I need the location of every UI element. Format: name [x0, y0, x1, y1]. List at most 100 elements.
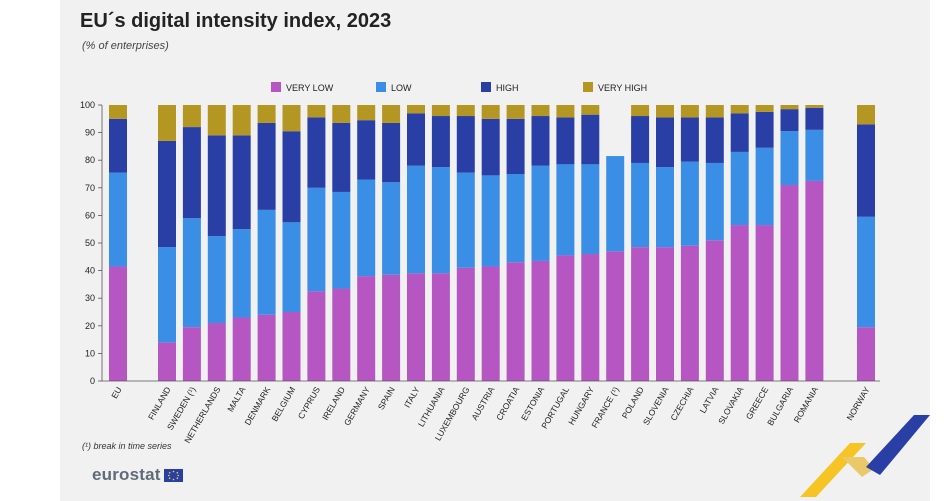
bar-segment: [158, 342, 176, 381]
y-tick-label: 80: [85, 155, 95, 165]
bar-segment: [158, 105, 176, 141]
x-tick-label: EU: [109, 385, 124, 400]
legend-swatch-very-low: [271, 82, 281, 92]
bar-segment: [705, 240, 724, 381]
x-tick-label: CROATIA: [494, 385, 521, 422]
y-tick-label: 20: [85, 321, 95, 331]
bar-segment: [232, 135, 251, 230]
bar-segment: [456, 267, 475, 381]
x-tick-label: SLOVAKIA: [716, 385, 746, 426]
bar-segment: [431, 116, 450, 168]
bar-segment: [730, 225, 749, 381]
bar-segment: [631, 116, 650, 163]
y-tick-label: 10: [85, 348, 95, 358]
bar-segment: [182, 218, 201, 328]
bar-segment: [805, 105, 824, 108]
x-tick-label: MALTA: [225, 385, 247, 414]
bar-segment: [109, 172, 127, 267]
bar-segment: [481, 118, 500, 176]
bar-segment: [257, 209, 276, 315]
x-tick-label: AUSTRIA: [469, 385, 496, 422]
x-tick-label: ESTONIA: [519, 385, 546, 422]
bar-segment: [481, 266, 500, 381]
bar-segment: [332, 288, 351, 381]
bar-segment: [232, 317, 251, 381]
bar-segment: [755, 105, 774, 112]
bar-segment: [109, 118, 127, 173]
bar-segment: [357, 105, 376, 121]
bar-segment: [307, 187, 326, 292]
bar-segment: [581, 114, 600, 165]
y-tick-label: 100: [80, 100, 95, 110]
eurostat-decoration: [800, 415, 930, 497]
bar-segment: [307, 117, 326, 188]
bar-segment: [382, 105, 401, 123]
bar-segment: [332, 191, 351, 289]
bar-segment: [332, 122, 351, 192]
bar-segment: [857, 216, 875, 328]
bar-segment: [631, 105, 650, 117]
bar-segment: [656, 117, 674, 168]
bar-segment: [182, 327, 201, 381]
legend-swatch-low: [376, 82, 386, 92]
bar-segment: [857, 124, 875, 217]
bar-segment: [780, 109, 799, 132]
bar-segment: [407, 273, 425, 381]
bar-segment: [730, 113, 749, 152]
bar-segment: [705, 117, 724, 163]
bar-segment: [407, 165, 425, 274]
bar-segment: [656, 167, 674, 248]
bar-segment: [357, 276, 376, 381]
bar-segment: [182, 105, 201, 128]
y-tick-label: 60: [85, 210, 95, 220]
x-tick-label: SLOVENIA: [641, 385, 671, 427]
bar-segment: [531, 116, 550, 166]
bar-segment: [232, 229, 251, 318]
bar-segment: [531, 165, 550, 261]
bar-segment: [357, 120, 376, 180]
bar-segment: [307, 105, 326, 118]
bar-segment: [382, 122, 401, 183]
x-tick-label: DENMARK: [242, 385, 272, 427]
chart-title: EU´s digital intensity index, 2023: [80, 10, 392, 32]
bar-segment: [780, 131, 799, 186]
legend-label: VERY LOW: [286, 83, 334, 93]
bar-segment: [282, 222, 301, 312]
bar-segment: [857, 105, 875, 125]
bar-segment: [456, 105, 475, 117]
bar-segment: [182, 127, 201, 219]
bar-segment: [755, 225, 774, 381]
bar-segment: [531, 105, 550, 117]
bar-segment: [506, 118, 525, 174]
bar-segment: [805, 180, 824, 381]
bar-segment: [456, 116, 475, 173]
y-tick-label: 0: [90, 376, 95, 386]
bar-segment: [506, 105, 525, 119]
bar-segment: [680, 105, 699, 118]
bar-segment: [581, 105, 600, 115]
y-tick-label: 40: [85, 266, 95, 276]
bar-segment: [158, 140, 176, 248]
bar-segment: [680, 161, 699, 246]
x-tick-label: SPAIN: [376, 385, 397, 412]
bar-segment: [556, 117, 575, 165]
bar-segment: [805, 107, 824, 130]
bar-segment: [581, 254, 600, 381]
bar-segment: [755, 111, 774, 148]
bar-segment: [407, 113, 425, 166]
bar-segment: [631, 162, 650, 248]
bar-segment: [730, 151, 749, 226]
bar-segment: [581, 164, 600, 255]
bar-segment: [656, 105, 674, 118]
footnote: (¹) break in time series: [82, 441, 172, 451]
bar-segment: [282, 312, 301, 381]
brand-name: eurostat: [92, 465, 161, 484]
legend-label: LOW: [391, 83, 412, 93]
chart-subtitle: (% of enterprises): [82, 40, 169, 52]
y-tick-label: 70: [85, 183, 95, 193]
bar-segment: [506, 174, 525, 263]
bar-segment: [332, 105, 351, 123]
bar-segment: [481, 175, 500, 267]
legend-swatch-high: [481, 82, 491, 92]
